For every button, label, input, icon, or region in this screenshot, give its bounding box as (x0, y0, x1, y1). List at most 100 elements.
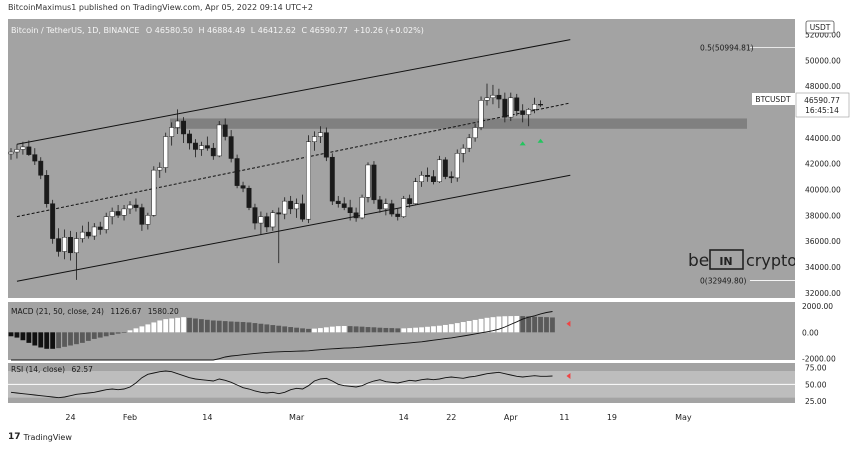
macd-bar (544, 317, 549, 333)
macd-bar (181, 317, 186, 333)
price-tick-label: 34000.00 (805, 263, 841, 272)
channel-lower-line (16, 174, 571, 282)
signal-markers (519, 138, 544, 146)
candle-body (282, 200, 288, 215)
macd-bar (502, 316, 508, 333)
macd-axis: 2000.00 0.00 -2000.00 (802, 302, 836, 364)
macd-bar (264, 324, 270, 333)
price-axis-bg[interactable] (795, 19, 850, 298)
macd-title: MACD (21, 50, close, 24) (11, 307, 104, 316)
macd-bar (246, 322, 252, 333)
macd-bar (437, 325, 442, 333)
candle-body (169, 127, 175, 137)
candle-body (127, 204, 133, 210)
macd-bar (377, 327, 383, 333)
rsi-value: 62.57 (71, 365, 93, 374)
macd-bar (514, 315, 520, 333)
price-tick-label: 50000.00 (805, 56, 841, 65)
macd-bar (121, 332, 127, 333)
macd-bar (341, 325, 347, 333)
macd-bar (193, 318, 198, 333)
tradingview-logo-icon: 17 (8, 432, 21, 442)
candle-body (139, 207, 145, 225)
symbol-badge (752, 93, 795, 105)
becrypto-watermark: be IN crypto (688, 249, 797, 271)
macd-bar (157, 320, 163, 333)
published-line: BitcoinMaximus1 published on TradingView… (8, 3, 313, 12)
candle-body (68, 237, 73, 254)
macd-bar (413, 327, 418, 333)
candle-body (371, 164, 377, 201)
candle-body (329, 156, 335, 202)
macd-bar (448, 324, 454, 333)
currency-badge-label: USDT (810, 23, 831, 32)
macd-bar (20, 332, 26, 341)
candle-body (97, 226, 103, 230)
footer-brand: TradingView (23, 432, 72, 442)
candle-body (520, 110, 526, 115)
candle-body (365, 164, 371, 198)
l-label: L (251, 26, 256, 35)
candle-body (79, 231, 85, 239)
candle-body (198, 145, 204, 150)
macd-value-1: 1126.67 (110, 307, 141, 316)
macd-axis-bg (795, 302, 850, 360)
candle-body (317, 132, 323, 137)
candle-body (425, 175, 430, 177)
macd-bar (407, 328, 413, 333)
time-tick-label: Feb (123, 413, 137, 422)
candle-body (151, 169, 157, 216)
fib-label: 0(32949.80) (700, 277, 746, 286)
candle-body (490, 94, 496, 99)
time-tick-label: 11 (559, 413, 569, 422)
time-axis-bg[interactable] (8, 404, 795, 426)
price-tick-label: 40000.00 (805, 186, 841, 195)
candle-body (377, 199, 383, 210)
macd-bar (401, 328, 407, 333)
macd-tick-label: -2000.00 (802, 355, 836, 364)
macd-bar (163, 319, 169, 333)
rsi-tick-label: 75.00 (805, 364, 827, 373)
macd-bar (466, 320, 472, 333)
macd-bar (395, 328, 401, 333)
macd-bar (103, 332, 109, 337)
macd-bar (431, 326, 436, 333)
watermark-be: be (688, 251, 709, 271)
time-axis: 24 Feb 14 Mar 14 22 Apr 11 19 May (65, 413, 691, 422)
macd-bar (133, 328, 139, 333)
candle-body (508, 97, 514, 118)
time-tick-label: 24 (65, 413, 75, 422)
macd-bar (139, 326, 145, 333)
candle-body (163, 136, 169, 168)
candle-body (8, 151, 14, 155)
rsi-legend: RSI (14, close) 62.57 (11, 365, 93, 374)
candle-body (306, 141, 311, 220)
macd-bar (454, 323, 460, 333)
candle-body (204, 145, 210, 149)
currency-badge[interactable] (805, 20, 835, 34)
macd-bar (8, 332, 14, 337)
candle-body (26, 146, 32, 155)
macd-bar (490, 317, 496, 333)
candle-body (288, 200, 294, 210)
green-up-marker-icon (537, 138, 544, 143)
price-tick-label: 36000.00 (805, 237, 841, 246)
macd-bar (56, 332, 61, 349)
fib-levels: 0.5(50994.81) 0(32949.80) (700, 43, 795, 286)
macd-bar (44, 332, 50, 349)
candle-body (502, 98, 508, 118)
candle-body (466, 137, 472, 149)
candle-body (484, 97, 490, 101)
macd-bar (175, 317, 180, 333)
macd-bar (97, 332, 103, 338)
macd-bar (187, 317, 192, 333)
macd-bar (383, 327, 389, 333)
candle-body (407, 198, 413, 204)
symbol-legend: Bitcoin / TetherUS, 1D, BINANCE O 46580.… (11, 26, 424, 35)
macd-bar (50, 332, 56, 349)
macd-bar (425, 326, 430, 333)
candle-body (496, 94, 502, 100)
macd-bar (472, 319, 478, 333)
candle-body (383, 203, 389, 210)
